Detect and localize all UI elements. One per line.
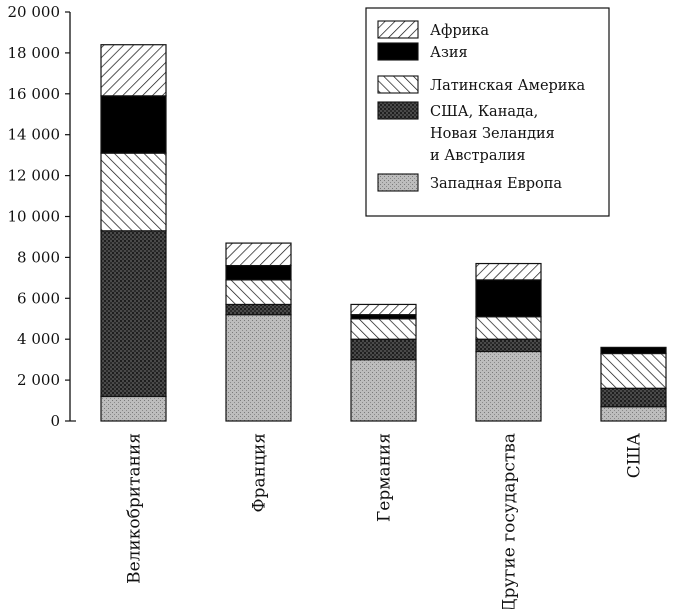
- category-labels: Великобритания Франция Германия Другие госу…: [125, 433, 645, 609]
- y-tick-label: 16 000: [8, 85, 61, 103]
- bar-segment-западная-европа: [225, 314, 292, 422]
- bar-segment-азия: [350, 314, 417, 320]
- y-axis: 0 2 000 4 000 6 000 8 000 10 000 12 000 14 000 1…: [8, 3, 71, 430]
- legend-label: Африка: [430, 23, 489, 39]
- y-tick-label: 2 000: [17, 371, 60, 389]
- category-label: Германия: [375, 433, 395, 522]
- bar-segment-западная-европа: [100, 395, 167, 422]
- bar-group-сша: [600, 346, 667, 422]
- legend-swatch-западная-европа: [377, 173, 419, 192]
- bar-segment-латинская-америка: [600, 352, 667, 389]
- bar-segment-сша-канада-новая-зеландия-и-австралия: [100, 230, 167, 398]
- y-tick-label: 8 000: [17, 248, 60, 266]
- bar-segment-африка: [350, 303, 417, 316]
- bar-segment-африка: [475, 262, 542, 281]
- y-tick-label: 10 000: [8, 208, 61, 226]
- bar-segment-сша-канада-новая-зеландия-и-австралия: [350, 338, 417, 361]
- y-tick-label: 18 000: [8, 44, 61, 62]
- category-label: Франция: [250, 433, 270, 512]
- legend-swatch-сша-канада-новая-зеландия-и-австралия: [377, 101, 419, 120]
- bars: [70, 44, 667, 422]
- bar-segment-западная-европа: [350, 359, 417, 422]
- bar-segment-африка: [225, 242, 292, 267]
- bar-segment-азия: [225, 264, 292, 281]
- bar-segment-азия: [475, 279, 542, 318]
- bar-group-германия: [350, 303, 417, 422]
- bar-segment-латинская-америка: [225, 279, 292, 306]
- legend: Африка Азия Латинская Америка США, Канада, Н…: [365, 7, 610, 217]
- y-tick-label: 0: [50, 412, 60, 430]
- y-tick-label: 14 000: [8, 126, 61, 144]
- y-tick-label: 20 000: [8, 3, 61, 21]
- bar-segment-латинская-америка: [100, 152, 167, 232]
- y-tick-label: 6 000: [17, 289, 60, 307]
- category-label: Другие государства: [500, 433, 520, 609]
- bar-group-франция: [225, 242, 292, 422]
- legend-label: и Австралия: [430, 148, 526, 164]
- bar-segment-латинская-америка: [475, 316, 542, 340]
- bar-segment-западная-европа: [600, 406, 667, 422]
- bar-segment-латинская-америка: [350, 318, 417, 340]
- bar-segment-азия: [600, 346, 667, 355]
- bar-segment-азия: [100, 95, 167, 154]
- bar-segment-сша-канада-новая-зеландия-и-австралия: [225, 303, 292, 316]
- category-label: Великобритания: [125, 433, 145, 584]
- legend-label: Латинская Америка: [430, 78, 586, 94]
- legend-swatch-азия: [377, 42, 419, 61]
- bar-segment-западная-европа: [475, 350, 542, 422]
- legend-label: Азия: [430, 45, 468, 61]
- legend-swatch-африка: [377, 20, 419, 39]
- bar-group-великобритания: [100, 44, 167, 422]
- legend-label: Западная Европа: [430, 176, 562, 192]
- bar-group-другие-государства: [475, 262, 542, 422]
- legend-label: США, Канада,: [430, 104, 538, 120]
- legend-swatch-латинская-америка: [377, 75, 419, 94]
- legend-label: Новая Зеландия: [430, 126, 555, 142]
- bar-segment-сша-канада-новая-зеландия-и-австралия: [600, 387, 667, 408]
- y-tick-label: 4 000: [17, 330, 60, 348]
- y-tick-label: 12 000: [8, 167, 61, 185]
- bar-segment-сша-канада-новая-зеландия-и-австралия: [475, 338, 542, 353]
- bar-segment-африка: [100, 44, 167, 97]
- category-label: США: [625, 433, 645, 478]
